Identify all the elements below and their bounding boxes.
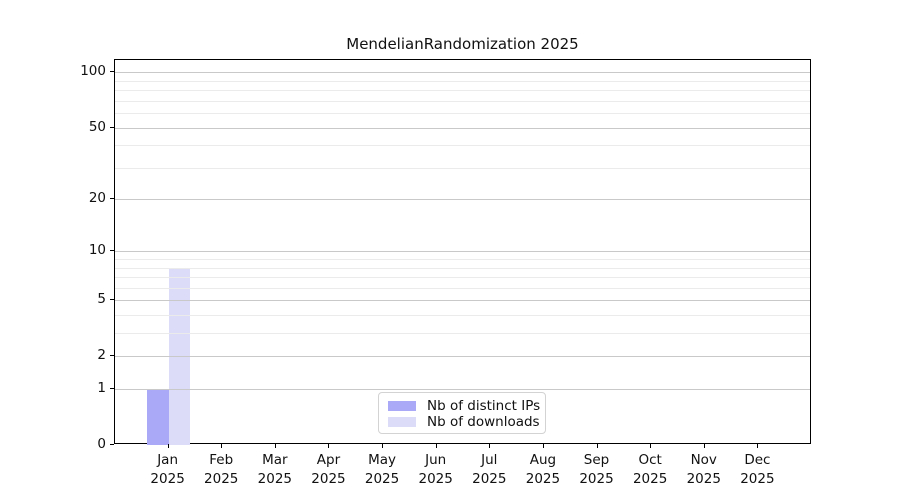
x-tick-mark-jan bbox=[167, 444, 169, 448]
x-tick-label-oct: Oct 2025 bbox=[618, 451, 682, 489]
y-tick-mark-1 bbox=[110, 388, 114, 390]
legend-label-distinct-ips: Nb of distinct IPs bbox=[427, 398, 541, 414]
major-gridline-10 bbox=[115, 251, 810, 253]
x-tick-month-jun: Jun bbox=[425, 452, 447, 468]
y-tick-mark-10 bbox=[110, 250, 114, 252]
x-tick-month-aug: Aug bbox=[529, 452, 557, 468]
x-tick-mark-aug bbox=[542, 444, 544, 448]
plot-area bbox=[114, 59, 811, 445]
x-tick-month-apr: Apr bbox=[316, 452, 341, 468]
legend-label-downloads: Nb of downloads bbox=[427, 414, 540, 430]
x-tick-month-mar: Mar bbox=[262, 452, 288, 468]
y-tick-mark-50 bbox=[110, 126, 114, 128]
x-tick-label-sep: Sep 2025 bbox=[565, 451, 629, 489]
y-tick-mark-5 bbox=[110, 299, 114, 301]
major-gridline-5 bbox=[115, 300, 810, 302]
x-tick-year-feb: 2025 bbox=[204, 471, 239, 487]
legend-swatch-distinct-ips bbox=[388, 401, 416, 411]
major-gridline-100 bbox=[115, 72, 810, 74]
minor-gridline-4 bbox=[115, 315, 810, 317]
x-tick-year-nov: 2025 bbox=[686, 471, 721, 487]
x-tick-year-jul: 2025 bbox=[472, 471, 507, 487]
y-tick-mark-100 bbox=[110, 71, 114, 73]
y-tick-label-1: 1 bbox=[97, 380, 106, 397]
x-tick-mark-sep bbox=[596, 444, 598, 448]
legend-item-downloads: Nb of downloads bbox=[388, 414, 540, 430]
y-tick-label-20: 20 bbox=[88, 190, 106, 207]
x-tick-label-dec: Dec 2025 bbox=[725, 451, 789, 489]
x-tick-month-dec: Dec bbox=[744, 452, 771, 468]
major-gridline-50 bbox=[115, 127, 810, 129]
y-tick-label-100: 100 bbox=[80, 63, 106, 80]
bar-nb-of-distinct-ips-jan bbox=[147, 389, 169, 445]
x-tick-label-feb: Feb 2025 bbox=[189, 451, 253, 489]
minor-gridline-60 bbox=[115, 113, 810, 115]
legend-swatch-downloads bbox=[388, 417, 416, 427]
x-tick-label-jan: Jan 2025 bbox=[136, 451, 200, 489]
x-tick-month-sep: Sep bbox=[583, 452, 610, 468]
minor-gridline-70 bbox=[115, 100, 810, 102]
x-tick-year-dec: 2025 bbox=[740, 471, 775, 487]
x-tick-year-aug: 2025 bbox=[525, 471, 561, 487]
major-gridline-20 bbox=[115, 199, 810, 201]
x-tick-year-mar: 2025 bbox=[257, 471, 293, 487]
major-gridline-2 bbox=[115, 356, 810, 358]
x-tick-month-jul: Jul bbox=[481, 452, 498, 468]
x-tick-month-feb: Feb bbox=[209, 452, 234, 468]
x-tick-label-mar: Mar 2025 bbox=[243, 451, 307, 489]
x-tick-label-nov: Nov 2025 bbox=[672, 451, 736, 489]
minor-gridline-8 bbox=[115, 267, 810, 269]
y-tick-label-5: 5 bbox=[97, 291, 106, 308]
x-tick-month-nov: Nov bbox=[690, 452, 717, 468]
x-tick-month-may: May bbox=[368, 452, 397, 468]
x-tick-year-jan: 2025 bbox=[150, 471, 185, 487]
x-tick-mark-mar bbox=[274, 444, 276, 448]
x-tick-mark-may bbox=[382, 444, 384, 448]
x-tick-label-jul: Jul 2025 bbox=[457, 451, 521, 489]
y-tick-mark-2 bbox=[110, 355, 114, 357]
legend-item-distinct-ips: Nb of distinct IPs bbox=[388, 398, 540, 414]
minor-gridline-80 bbox=[115, 90, 810, 92]
chart-title: MendelianRandomization 2025 bbox=[346, 35, 579, 53]
x-tick-year-may: 2025 bbox=[364, 471, 400, 487]
minor-gridline-3 bbox=[115, 333, 810, 335]
minor-gridline-9 bbox=[115, 259, 810, 261]
x-tick-label-jun: Jun 2025 bbox=[404, 451, 468, 489]
y-tick-label-0: 0 bbox=[97, 436, 106, 452]
x-tick-month-jan: Jan bbox=[157, 452, 179, 468]
y-tick-label-10: 10 bbox=[88, 242, 106, 259]
x-tick-mark-jun bbox=[435, 444, 437, 448]
x-tick-label-apr: Apr 2025 bbox=[296, 451, 360, 489]
minor-gridline-7 bbox=[115, 277, 810, 279]
y-tick-label-50: 50 bbox=[88, 118, 106, 135]
minor-gridline-6 bbox=[115, 287, 810, 289]
y-tick-mark-0 bbox=[110, 444, 114, 445]
x-tick-mark-jul bbox=[489, 444, 491, 448]
x-tick-year-apr: 2025 bbox=[311, 471, 346, 487]
x-tick-mark-oct bbox=[650, 444, 652, 448]
y-tick-label-2: 2 bbox=[97, 347, 106, 364]
x-tick-mark-nov bbox=[703, 444, 705, 448]
x-tick-label-may: May 2025 bbox=[350, 451, 414, 489]
x-tick-year-jun: 2025 bbox=[418, 471, 453, 487]
x-tick-mark-dec bbox=[757, 444, 759, 448]
minor-gridline-90 bbox=[115, 80, 810, 82]
x-tick-year-oct: 2025 bbox=[632, 471, 668, 487]
major-gridline-1 bbox=[115, 389, 810, 391]
x-tick-mark-feb bbox=[221, 444, 223, 448]
legend: Nb of distinct IPs Nb of downloads bbox=[378, 392, 546, 434]
x-tick-label-aug: Aug 2025 bbox=[511, 451, 575, 489]
minor-gridline-40 bbox=[115, 145, 810, 147]
x-tick-year-sep: 2025 bbox=[579, 471, 614, 487]
x-tick-month-oct: Oct bbox=[638, 452, 662, 468]
y-tick-mark-20 bbox=[110, 198, 114, 200]
x-tick-mark-apr bbox=[328, 444, 330, 448]
minor-gridline-30 bbox=[115, 167, 810, 169]
